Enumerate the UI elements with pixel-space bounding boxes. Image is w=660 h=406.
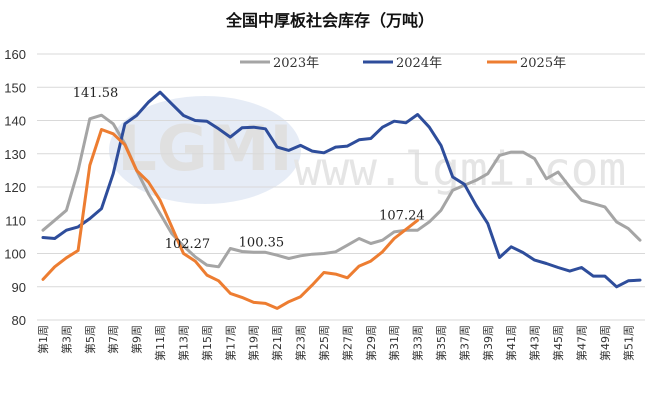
y-tick-label: 80 [12,313,26,328]
watermark: LGMI www.lgmi.com [109,96,626,204]
x-tick-label: 第37周 [457,325,471,361]
series-lines [41,90,642,310]
x-tick-label: 第15周 [200,325,214,361]
series-line-2023 [41,113,642,269]
y-tick-label: 160 [4,47,26,62]
x-tick-label: 第11周 [153,325,167,361]
x-tick-label: 第49周 [598,325,612,361]
y-tick-label: 120 [4,180,26,195]
x-tick-label: 第39周 [481,325,495,361]
y-tick-label: 100 [4,247,26,262]
y-tick-label: 140 [4,114,26,129]
y-tick-label: 130 [4,147,26,162]
x-tick-label: 第41周 [504,325,518,361]
data-label: 107.24 [379,208,425,223]
y-tick-label: 90 [12,280,26,295]
series-line-2025 [41,128,420,310]
x-tick-label: 第9周 [130,325,144,354]
x-tick-label: 第19周 [247,325,261,361]
y-axis: 80 90 100 110 120 130 140 150 160 [4,47,26,328]
legend-label: 2025年 [520,56,566,71]
chart-title: 全国中厚板社会库存（万吨） [225,11,434,30]
x-tick-label: 第5周 [83,325,97,354]
data-labels: 141.58 102.27 100.35 107.24 [73,86,425,252]
x-tick-label: 第51周 [621,325,635,361]
data-label: 100.35 [239,235,285,250]
x-tick-label: 第17周 [223,325,237,361]
x-tick-label: 第1周 [36,325,50,354]
x-tick-label: 第21周 [270,325,284,361]
x-tick-label: 第31周 [387,325,401,361]
x-tick-label: 第47周 [574,325,588,361]
legend-label: 2023年 [273,56,319,71]
data-label: 141.58 [73,86,119,101]
legend: 2023年 2024年 2025年 [240,56,566,71]
gridlines [37,53,645,321]
y-tick-label: 110 [5,213,26,228]
x-tick-label: 第33周 [411,325,425,361]
series-line-2024 [41,90,642,289]
x-tick-label: 第25周 [317,325,331,361]
x-tick-label: 第3周 [59,325,73,354]
x-tick-label: 第35周 [434,325,448,361]
x-tick-label: 第43周 [528,325,542,361]
x-axis: 第1周 第3周 第5周 第7周 第9周 第11周 第13周 第15周 第17周 第19周 第21周第… [36,325,635,361]
x-tick-label: 第29周 [364,325,378,361]
y-tick-label: 150 [4,80,26,95]
x-tick-label: 第27周 [340,325,354,361]
x-tick-label: 第13周 [176,325,190,361]
x-tick-label: 第7周 [106,325,120,354]
x-tick-label: 第23周 [294,325,308,361]
data-label: 102.27 [165,237,211,252]
legend-label: 2024年 [396,56,442,71]
watermark-logo: LGMI [117,112,292,185]
x-tick-label: 第45周 [551,325,565,361]
